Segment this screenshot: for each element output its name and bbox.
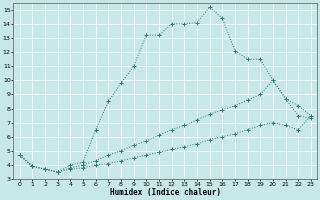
X-axis label: Humidex (Indice chaleur): Humidex (Indice chaleur) xyxy=(110,188,221,197)
